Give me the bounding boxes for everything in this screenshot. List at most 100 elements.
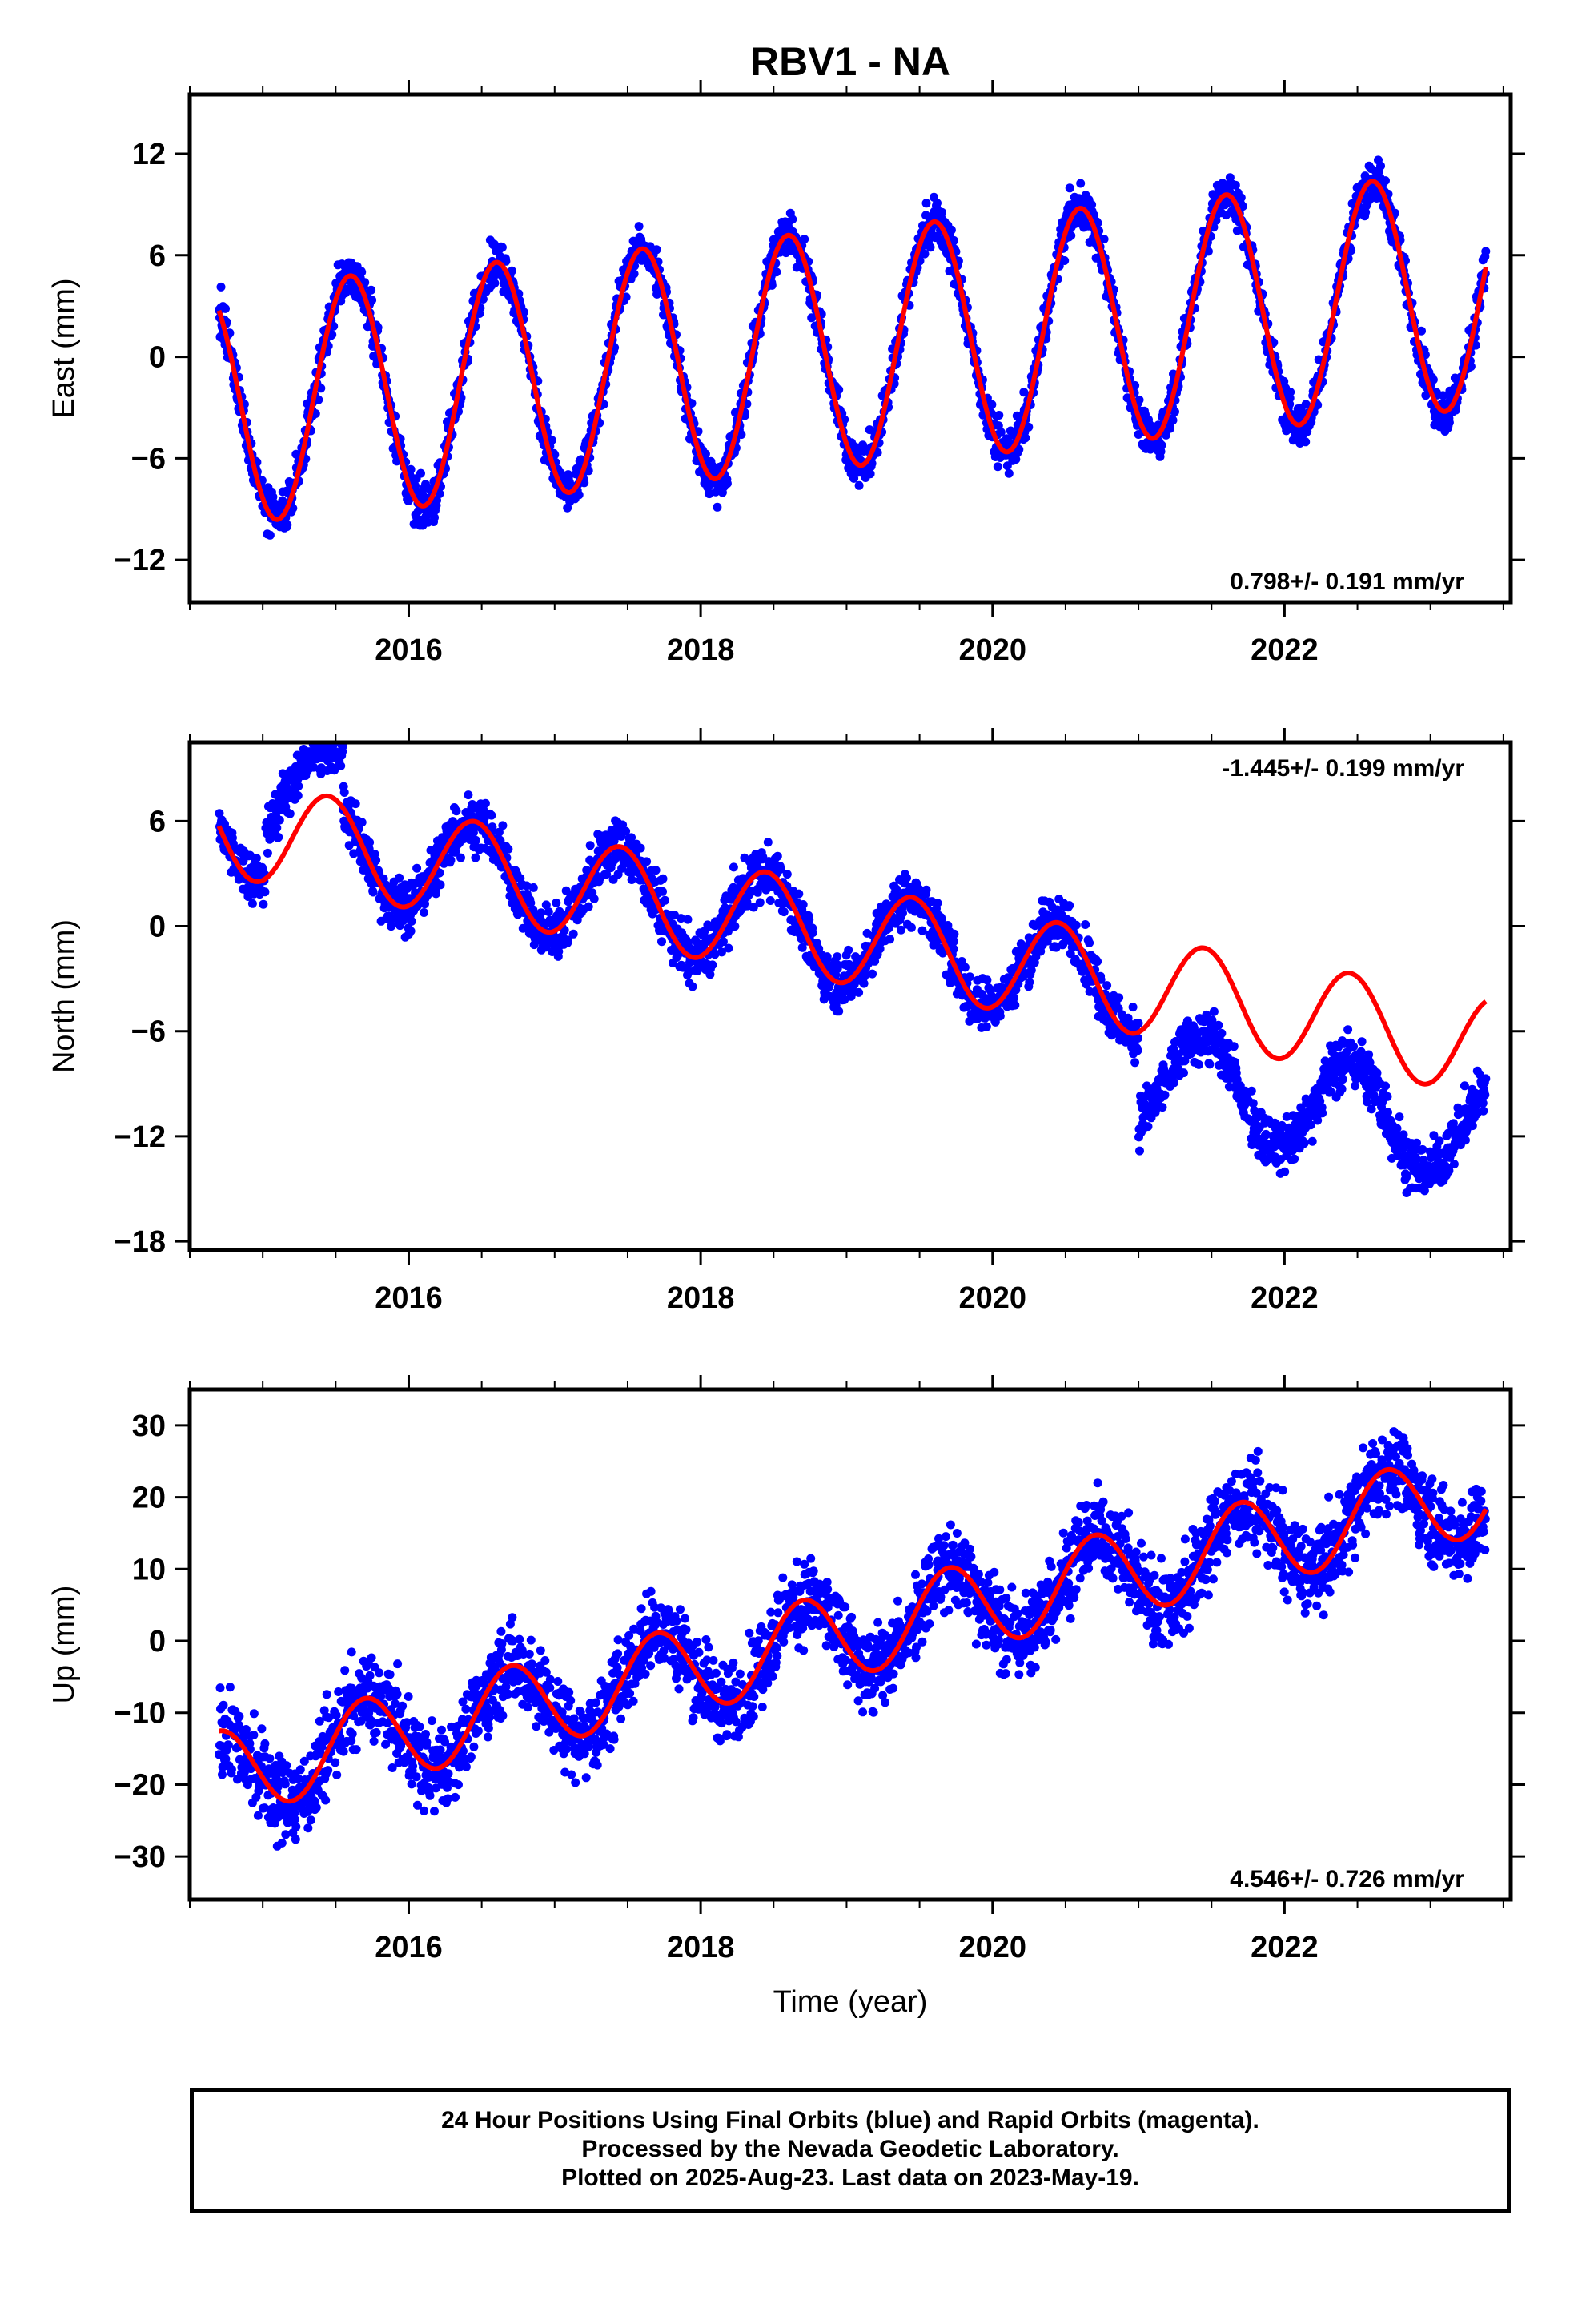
data-point xyxy=(251,854,261,863)
data-point xyxy=(782,870,792,879)
data-point xyxy=(412,863,422,873)
data-point xyxy=(452,806,461,816)
data-point xyxy=(416,468,425,478)
y-tick-label: 12 xyxy=(132,138,166,171)
data-point xyxy=(552,898,561,907)
data-point xyxy=(332,722,341,731)
data-point xyxy=(584,902,593,911)
data-point xyxy=(1114,993,1124,1003)
data-point xyxy=(1060,256,1070,265)
data-point xyxy=(283,520,292,529)
data-point xyxy=(528,883,538,892)
data-point xyxy=(326,720,335,729)
data-point xyxy=(420,908,428,917)
data-point xyxy=(1231,180,1240,190)
data-point xyxy=(263,848,272,858)
data-point xyxy=(920,249,930,259)
data-point xyxy=(1162,430,1170,440)
data-point xyxy=(844,945,853,955)
data-point xyxy=(765,896,775,905)
data-point xyxy=(1361,207,1371,217)
data-point xyxy=(634,222,644,231)
data-point xyxy=(798,900,808,909)
data-point xyxy=(536,908,546,918)
data-point xyxy=(568,929,578,939)
data-point xyxy=(1099,235,1109,244)
plot-area xyxy=(215,717,1491,1197)
data-point xyxy=(996,428,1006,437)
data-point xyxy=(1128,1003,1138,1012)
data-point xyxy=(892,884,901,894)
data-point xyxy=(859,979,869,988)
data-point xyxy=(326,723,335,732)
data-point xyxy=(868,969,877,979)
data-point xyxy=(1376,161,1385,171)
data-point xyxy=(779,907,789,917)
data-point xyxy=(585,841,595,850)
data-point xyxy=(1021,433,1030,443)
data-point xyxy=(338,742,347,751)
data-point xyxy=(1428,375,1438,384)
data-point xyxy=(907,923,916,932)
data-point xyxy=(724,943,733,953)
data-point xyxy=(584,466,593,476)
data-point xyxy=(854,987,864,997)
data-point xyxy=(293,791,303,800)
data-point xyxy=(339,788,349,797)
x-tick-label: 2022 xyxy=(1251,633,1319,667)
data-point xyxy=(1004,468,1014,478)
data-point xyxy=(265,530,275,540)
data-point xyxy=(268,492,278,501)
data-point xyxy=(1481,247,1491,256)
data-point xyxy=(737,430,746,440)
data-point xyxy=(259,899,268,909)
data-point xyxy=(1168,416,1178,425)
data-point xyxy=(1451,405,1460,415)
data-point xyxy=(1133,1046,1142,1055)
data-point xyxy=(921,199,931,208)
data-point xyxy=(993,462,1002,472)
data-point xyxy=(221,304,230,313)
data-point xyxy=(729,862,738,872)
data-point xyxy=(688,982,697,991)
data-point xyxy=(547,436,556,445)
data-point xyxy=(432,889,440,899)
data-point xyxy=(834,385,844,395)
data-point xyxy=(327,330,337,340)
data-point xyxy=(576,455,586,464)
data-point xyxy=(1025,978,1034,987)
data-point xyxy=(507,266,516,275)
data-point xyxy=(368,887,378,897)
data-point xyxy=(1170,1078,1178,1088)
data-point xyxy=(822,952,832,962)
data-point xyxy=(430,513,439,522)
data-point xyxy=(446,855,456,865)
data-point xyxy=(767,280,777,290)
data-point xyxy=(316,384,326,393)
data-point xyxy=(873,448,882,457)
data-point xyxy=(658,874,668,883)
data-point xyxy=(490,279,500,288)
data-point xyxy=(299,732,307,741)
data-point xyxy=(589,894,599,903)
data-point xyxy=(1160,1090,1170,1100)
data-point xyxy=(1158,1103,1167,1112)
data-point xyxy=(1438,391,1447,400)
x-tick-label: 2018 xyxy=(667,633,735,667)
data-point xyxy=(1203,247,1213,256)
data-point xyxy=(318,726,327,734)
data-point xyxy=(1019,388,1029,397)
data-point xyxy=(336,761,346,770)
data-point xyxy=(435,489,444,498)
data-point xyxy=(661,895,669,905)
data-point xyxy=(1087,200,1097,209)
data-point xyxy=(950,929,959,939)
plot-area xyxy=(215,155,1491,540)
data-point xyxy=(933,199,942,208)
data-point xyxy=(360,278,370,287)
data-point xyxy=(316,717,325,726)
data-point xyxy=(216,282,226,292)
data-point xyxy=(987,400,997,409)
data-point xyxy=(1301,437,1311,447)
